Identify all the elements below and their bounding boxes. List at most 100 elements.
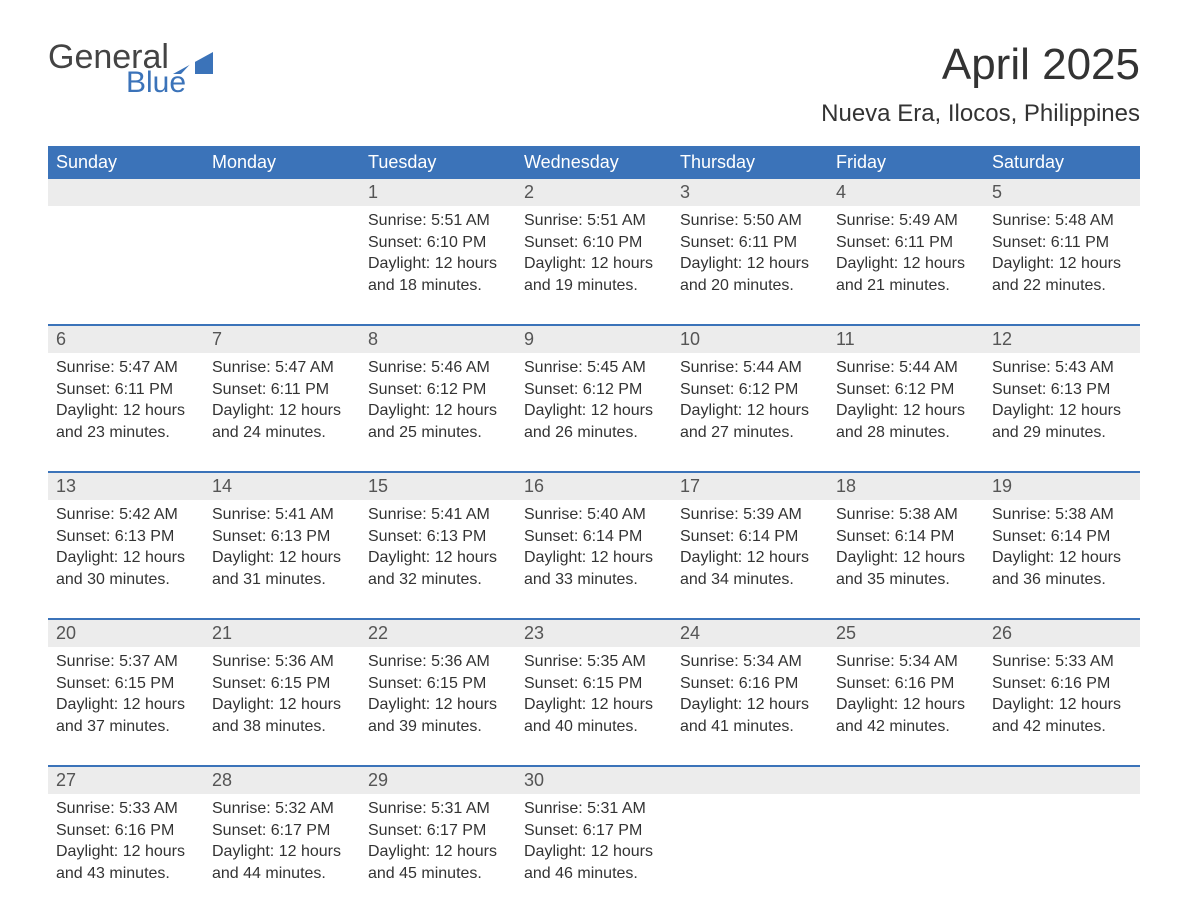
daylight-text: Daylight: 12 hours and 29 minutes. xyxy=(992,400,1132,443)
sunset-text: Sunset: 6:12 PM xyxy=(524,379,664,401)
sunrise-text: Sunrise: 5:49 AM xyxy=(836,210,976,232)
day-number: 7 xyxy=(204,326,360,353)
daylight-text: Daylight: 12 hours and 36 minutes. xyxy=(992,547,1132,590)
day-number: 8 xyxy=(360,326,516,353)
daylight-text: Daylight: 12 hours and 22 minutes. xyxy=(992,253,1132,296)
sunset-text: Sunset: 6:17 PM xyxy=(524,820,664,842)
daylight-text: Daylight: 12 hours and 33 minutes. xyxy=(524,547,664,590)
day-cell: Sunrise: 5:34 AMSunset: 6:16 PMDaylight:… xyxy=(672,647,828,755)
sunrise-text: Sunrise: 5:36 AM xyxy=(368,651,508,673)
day-cell: Sunrise: 5:31 AMSunset: 6:17 PMDaylight:… xyxy=(360,794,516,902)
daylight-text: Daylight: 12 hours and 20 minutes. xyxy=(680,253,820,296)
sunset-text: Sunset: 6:10 PM xyxy=(524,232,664,254)
sunset-text: Sunset: 6:15 PM xyxy=(524,673,664,695)
day-number: 23 xyxy=(516,620,672,647)
daylight-text: Daylight: 12 hours and 19 minutes. xyxy=(524,253,664,296)
day-number xyxy=(48,179,204,206)
sunset-text: Sunset: 6:16 PM xyxy=(836,673,976,695)
day-cell: Sunrise: 5:39 AMSunset: 6:14 PMDaylight:… xyxy=(672,500,828,608)
sunset-text: Sunset: 6:17 PM xyxy=(368,820,508,842)
day-number: 4 xyxy=(828,179,984,206)
day-cell: Sunrise: 5:31 AMSunset: 6:17 PMDaylight:… xyxy=(516,794,672,902)
day-number: 2 xyxy=(516,179,672,206)
daylight-text: Daylight: 12 hours and 23 minutes. xyxy=(56,400,196,443)
dow-header-row: Sunday Monday Tuesday Wednesday Thursday… xyxy=(48,146,1140,179)
daylight-text: Daylight: 12 hours and 21 minutes. xyxy=(836,253,976,296)
sunrise-text: Sunrise: 5:39 AM xyxy=(680,504,820,526)
daylight-text: Daylight: 12 hours and 42 minutes. xyxy=(992,694,1132,737)
sunrise-text: Sunrise: 5:35 AM xyxy=(524,651,664,673)
day-cell: Sunrise: 5:40 AMSunset: 6:14 PMDaylight:… xyxy=(516,500,672,608)
sunrise-text: Sunrise: 5:38 AM xyxy=(992,504,1132,526)
day-cell: Sunrise: 5:32 AMSunset: 6:17 PMDaylight:… xyxy=(204,794,360,902)
dow-tuesday: Tuesday xyxy=(360,146,516,179)
day-cell: Sunrise: 5:46 AMSunset: 6:12 PMDaylight:… xyxy=(360,353,516,461)
daynum-band: 27282930 xyxy=(48,767,1140,794)
day-cell xyxy=(984,794,1140,902)
day-cell: Sunrise: 5:47 AMSunset: 6:11 PMDaylight:… xyxy=(204,353,360,461)
day-number: 9 xyxy=(516,326,672,353)
sunset-text: Sunset: 6:13 PM xyxy=(212,526,352,548)
day-cell xyxy=(48,206,204,314)
sunset-text: Sunset: 6:12 PM xyxy=(836,379,976,401)
day-number: 18 xyxy=(828,473,984,500)
calendar-week-row: 27282930Sunrise: 5:33 AMSunset: 6:16 PMD… xyxy=(48,765,1140,902)
day-number: 14 xyxy=(204,473,360,500)
day-cell xyxy=(204,206,360,314)
sunrise-text: Sunrise: 5:50 AM xyxy=(680,210,820,232)
day-number: 26 xyxy=(984,620,1140,647)
calendar-week-row: 12345Sunrise: 5:51 AMSunset: 6:10 PMDayl… xyxy=(48,179,1140,314)
page-title: April 2025 xyxy=(821,40,1140,90)
daylight-text: Daylight: 12 hours and 34 minutes. xyxy=(680,547,820,590)
daylight-text: Daylight: 12 hours and 25 minutes. xyxy=(368,400,508,443)
day-cell: Sunrise: 5:37 AMSunset: 6:15 PMDaylight:… xyxy=(48,647,204,755)
daylight-text: Daylight: 12 hours and 38 minutes. xyxy=(212,694,352,737)
day-cell: Sunrise: 5:34 AMSunset: 6:16 PMDaylight:… xyxy=(828,647,984,755)
day-cell: Sunrise: 5:35 AMSunset: 6:15 PMDaylight:… xyxy=(516,647,672,755)
day-number: 12 xyxy=(984,326,1140,353)
sunrise-text: Sunrise: 5:31 AM xyxy=(524,798,664,820)
day-cell: Sunrise: 5:42 AMSunset: 6:13 PMDaylight:… xyxy=(48,500,204,608)
day-cell: Sunrise: 5:38 AMSunset: 6:14 PMDaylight:… xyxy=(984,500,1140,608)
daylight-text: Daylight: 12 hours and 35 minutes. xyxy=(836,547,976,590)
sunrise-text: Sunrise: 5:37 AM xyxy=(56,651,196,673)
calendar-week-row: 6789101112Sunrise: 5:47 AMSunset: 6:11 P… xyxy=(48,324,1140,461)
sunset-text: Sunset: 6:11 PM xyxy=(836,232,976,254)
sunrise-text: Sunrise: 5:32 AM xyxy=(212,798,352,820)
day-cell: Sunrise: 5:47 AMSunset: 6:11 PMDaylight:… xyxy=(48,353,204,461)
day-number: 20 xyxy=(48,620,204,647)
dow-thursday: Thursday xyxy=(672,146,828,179)
sunset-text: Sunset: 6:13 PM xyxy=(56,526,196,548)
day-cell: Sunrise: 5:49 AMSunset: 6:11 PMDaylight:… xyxy=(828,206,984,314)
day-number: 21 xyxy=(204,620,360,647)
daylight-text: Daylight: 12 hours and 24 minutes. xyxy=(212,400,352,443)
day-cell: Sunrise: 5:38 AMSunset: 6:14 PMDaylight:… xyxy=(828,500,984,608)
daylight-text: Daylight: 12 hours and 28 minutes. xyxy=(836,400,976,443)
day-number: 22 xyxy=(360,620,516,647)
sunrise-text: Sunrise: 5:44 AM xyxy=(680,357,820,379)
day-cell xyxy=(672,794,828,902)
daynum-band: 12345 xyxy=(48,179,1140,206)
daylight-text: Daylight: 12 hours and 32 minutes. xyxy=(368,547,508,590)
daylight-text: Daylight: 12 hours and 31 minutes. xyxy=(212,547,352,590)
sunset-text: Sunset: 6:14 PM xyxy=(836,526,976,548)
day-cell: Sunrise: 5:43 AMSunset: 6:13 PMDaylight:… xyxy=(984,353,1140,461)
sunrise-text: Sunrise: 5:36 AM xyxy=(212,651,352,673)
day-cell: Sunrise: 5:51 AMSunset: 6:10 PMDaylight:… xyxy=(360,206,516,314)
day-number xyxy=(672,767,828,794)
day-number: 24 xyxy=(672,620,828,647)
daylight-text: Daylight: 12 hours and 18 minutes. xyxy=(368,253,508,296)
day-cell: Sunrise: 5:51 AMSunset: 6:10 PMDaylight:… xyxy=(516,206,672,314)
sunset-text: Sunset: 6:15 PM xyxy=(212,673,352,695)
dow-monday: Monday xyxy=(204,146,360,179)
day-cell: Sunrise: 5:33 AMSunset: 6:16 PMDaylight:… xyxy=(984,647,1140,755)
day-cell: Sunrise: 5:44 AMSunset: 6:12 PMDaylight:… xyxy=(672,353,828,461)
sunrise-text: Sunrise: 5:51 AM xyxy=(524,210,664,232)
day-cell: Sunrise: 5:33 AMSunset: 6:16 PMDaylight:… xyxy=(48,794,204,902)
sunrise-text: Sunrise: 5:47 AM xyxy=(212,357,352,379)
sunset-text: Sunset: 6:14 PM xyxy=(680,526,820,548)
page-header: General Blue April 2025 Nueva Era, Iloco… xyxy=(48,40,1140,128)
day-cell: Sunrise: 5:50 AMSunset: 6:11 PMDaylight:… xyxy=(672,206,828,314)
dow-saturday: Saturday xyxy=(984,146,1140,179)
day-number: 16 xyxy=(516,473,672,500)
